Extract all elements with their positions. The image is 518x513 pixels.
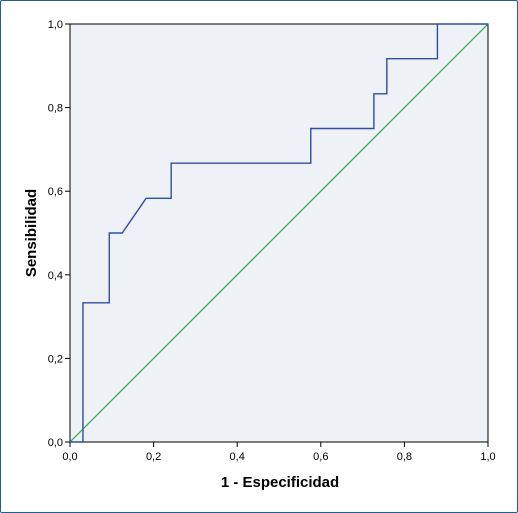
x-tick-label: 0,2 bbox=[146, 451, 161, 463]
x-axis-title: 1 - Especificidad bbox=[221, 474, 339, 491]
y-tick-label: 0,8 bbox=[48, 103, 63, 115]
y-axis-ticks: 0,0 0,2 0,4 0,6 0,8 1,0 bbox=[48, 19, 70, 449]
y-tick-label: 0,0 bbox=[48, 437, 63, 449]
y-axis-title: Sensibilidad bbox=[23, 189, 40, 277]
x-tick-label: 0,4 bbox=[230, 451, 245, 463]
y-tick-label: 0,2 bbox=[48, 353, 63, 365]
series-layer bbox=[69, 23, 489, 443]
y-tick-label: 0,6 bbox=[48, 186, 63, 198]
x-axis-ticks: 0,0 0,2 0,4 0,6 0,8 1,0 bbox=[62, 442, 496, 463]
y-tick-label: 1,0 bbox=[48, 19, 63, 31]
x-tick-label: 0,6 bbox=[313, 451, 328, 463]
roc-curve bbox=[70, 23, 488, 443]
x-tick-label: 1,0 bbox=[480, 451, 495, 463]
x-tick-label: 0,0 bbox=[62, 451, 77, 463]
y-tick-label: 0,4 bbox=[48, 270, 63, 282]
reference-line bbox=[69, 23, 489, 443]
x-tick-label: 0,8 bbox=[397, 451, 412, 463]
